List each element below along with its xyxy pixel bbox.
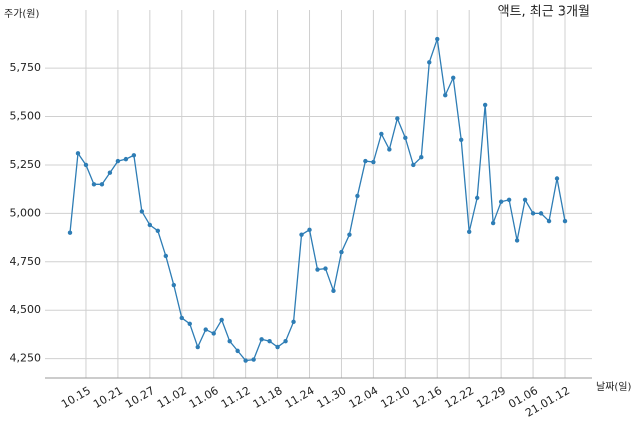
point [227, 339, 232, 344]
point [195, 344, 200, 350]
point [530, 211, 536, 216]
chart-title: 액트, 최근 3개월 [498, 5, 590, 20]
y-tick-label: 4,250 [10, 352, 42, 365]
point [155, 228, 161, 233]
point [419, 155, 424, 160]
point [522, 197, 528, 203]
y-tick-label: 5,500 [10, 110, 42, 123]
x-tick-label: 10.21 [91, 384, 125, 411]
point [459, 137, 464, 142]
point [163, 253, 169, 259]
point [107, 170, 113, 175]
point [355, 193, 360, 199]
point [538, 211, 544, 216]
point [363, 158, 368, 164]
point [323, 266, 328, 271]
point [283, 339, 288, 344]
x-tick-label: 11.18 [251, 384, 285, 411]
point [147, 222, 153, 228]
x-tick-label: 11.02 [155, 384, 189, 411]
point [67, 230, 73, 235]
point [131, 153, 137, 158]
x-tick-label: 11.06 [187, 384, 221, 411]
line [69, 38, 566, 362]
y-tick-label: 5,000 [10, 206, 42, 219]
point [315, 267, 320, 272]
point [562, 218, 568, 224]
point [251, 357, 256, 362]
x-tick-label: 12.04 [347, 384, 381, 411]
point [466, 229, 472, 234]
point [139, 209, 145, 214]
x-tick-label: 10.27 [123, 384, 157, 411]
point [115, 158, 121, 164]
point [403, 135, 408, 141]
point [395, 116, 400, 121]
y-tick-label: 5,750 [10, 61, 42, 74]
x-axis-label: 날짜(일) [596, 381, 632, 393]
point [83, 162, 89, 168]
x-tick-label: 10.15 [59, 384, 93, 411]
point [451, 75, 456, 80]
y-tick-label: 4,500 [10, 303, 42, 316]
y-tick-label: 4,750 [10, 255, 42, 268]
point [474, 195, 480, 201]
x-tick-label: 12.16 [410, 384, 444, 411]
point [339, 249, 344, 255]
point [99, 182, 105, 187]
point [387, 147, 392, 152]
point [123, 156, 129, 162]
point [211, 331, 216, 336]
point [498, 199, 504, 204]
x-tick-label: 12.10 [379, 384, 413, 411]
point [379, 131, 384, 137]
point [235, 348, 240, 354]
point [435, 36, 440, 42]
point [259, 337, 264, 342]
point [75, 151, 81, 156]
point [482, 102, 488, 108]
point [267, 339, 272, 344]
point [219, 317, 224, 323]
point [299, 232, 304, 237]
x-tick-label: 12.22 [442, 384, 476, 411]
point [506, 197, 512, 203]
point [291, 319, 296, 325]
x-tick-label: 11.12 [219, 384, 253, 411]
point [554, 176, 560, 181]
point [490, 220, 496, 226]
x-tick-label: 11.24 [283, 384, 317, 411]
point [179, 315, 184, 321]
point [243, 358, 248, 363]
point [546, 218, 552, 224]
x-tick-label: 11.30 [315, 384, 349, 411]
point [514, 238, 520, 243]
point [427, 60, 432, 65]
x-tick-label: 12.29 [474, 384, 508, 411]
point [347, 232, 352, 237]
point [443, 93, 448, 98]
point [411, 162, 416, 168]
point [275, 344, 280, 350]
point [187, 321, 192, 326]
y-axis-label: 주가(원) [4, 8, 40, 20]
point [91, 182, 97, 187]
y-tick-label: 5,250 [10, 158, 42, 171]
point [307, 227, 312, 233]
point [203, 327, 208, 332]
point [171, 282, 176, 288]
point [331, 288, 336, 294]
point [371, 159, 376, 165]
